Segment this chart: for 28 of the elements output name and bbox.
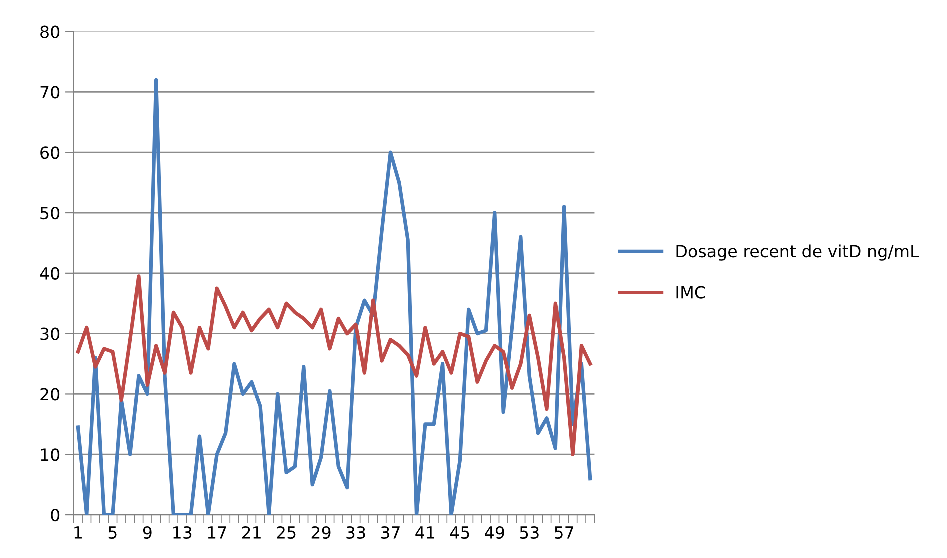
line-series: [76, 78, 592, 516]
y-tick-label: 40: [40, 267, 60, 280]
legend-label: IMC: [676, 286, 706, 299]
x-tick-label: 33: [346, 526, 366, 540]
y-tick-label: 10: [41, 448, 60, 462]
x-tick-label: 25: [277, 526, 296, 540]
x-tick-label: 17: [208, 526, 226, 539]
y-tick-label: 0: [51, 508, 60, 522]
x-tick-label: 9: [143, 526, 152, 540]
y-tick-label: 80: [40, 26, 60, 38]
y-tick-label: 60: [40, 146, 60, 160]
x-tick-label: 29: [312, 526, 331, 540]
x-tick-label: 5: [108, 526, 117, 540]
x-tick-label: 57: [555, 526, 574, 540]
x-tick-label: 41: [416, 526, 435, 539]
legend-label: Dosage recent de vitD ng/mL: [676, 244, 920, 261]
x-tick-label: 53: [520, 526, 539, 540]
x-tick-label: 21: [242, 526, 261, 539]
x-tick-label: 37: [381, 526, 400, 540]
x-tick-label: 1: [74, 526, 82, 539]
x-tick-label: 45: [450, 526, 470, 540]
line-series: [76, 274, 592, 456]
x-tick-label: 49: [485, 526, 504, 540]
x-tick-label: 13: [174, 526, 192, 540]
y-tick-label: 70: [40, 86, 60, 99]
y-tick-label: 30: [40, 328, 60, 340]
y-tick-label: 20: [40, 388, 60, 401]
y-tick-label: 50: [40, 206, 60, 220]
